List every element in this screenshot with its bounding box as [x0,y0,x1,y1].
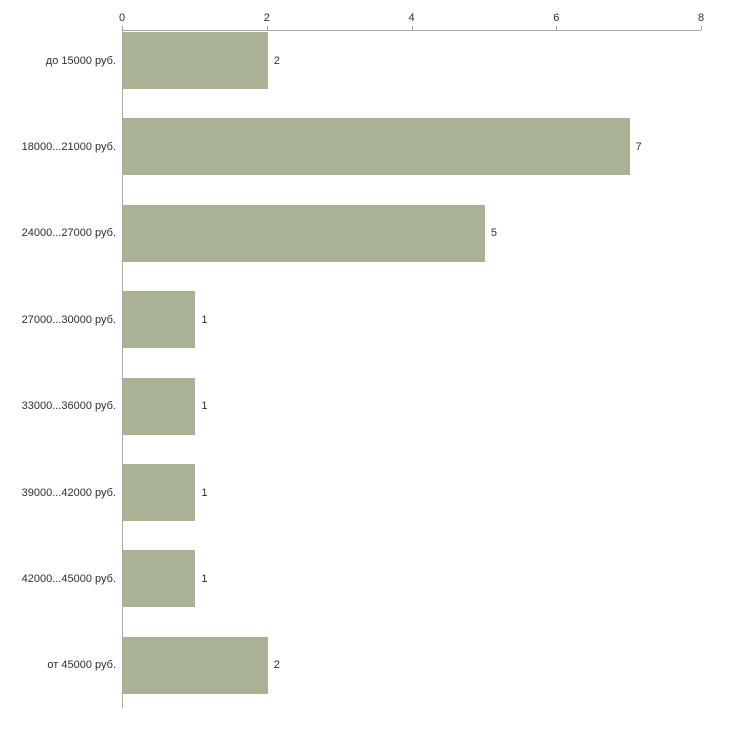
value-label: 1 [201,400,208,413]
x-tick-mark [556,26,558,30]
value-label: 5 [490,227,497,240]
x-tick-label: 0 [118,12,126,24]
x-axis [122,30,701,31]
x-tick-label: 4 [408,12,415,24]
bar [123,118,630,176]
category-label: 39000...42000 руб. [21,486,116,499]
category-label: до 15000 руб. [45,54,116,67]
value-label: 1 [201,486,208,499]
value-label: 7 [635,140,642,153]
bar [123,464,196,521]
bar [123,32,268,89]
category-label: от 45000 руб. [47,659,116,672]
x-tick-mark [266,26,268,30]
x-tick-label: 2 [263,12,270,24]
category-label: 27000...30000 руб. [21,313,116,326]
x-tick-mark [411,26,413,30]
x-tick-label: 8 [697,12,705,24]
category-label: 42000...45000 руб. [21,572,116,585]
category-label: 24000...27000 руб. [21,227,116,240]
x-tick-label: 6 [553,12,560,24]
value-label: 2 [273,659,280,672]
bar [123,550,196,608]
category-label: 18000...21000 руб. [21,140,116,153]
bar [123,636,268,694]
bar [123,291,196,349]
value-label: 1 [201,313,208,326]
y-axis [122,30,123,708]
x-tick-mark [122,26,123,30]
value-label: 2 [273,54,280,67]
bar [123,377,196,435]
x-tick-mark [701,26,702,30]
bar [123,204,485,262]
category-label: 33000...36000 руб. [21,400,116,413]
value-label: 1 [201,572,208,585]
